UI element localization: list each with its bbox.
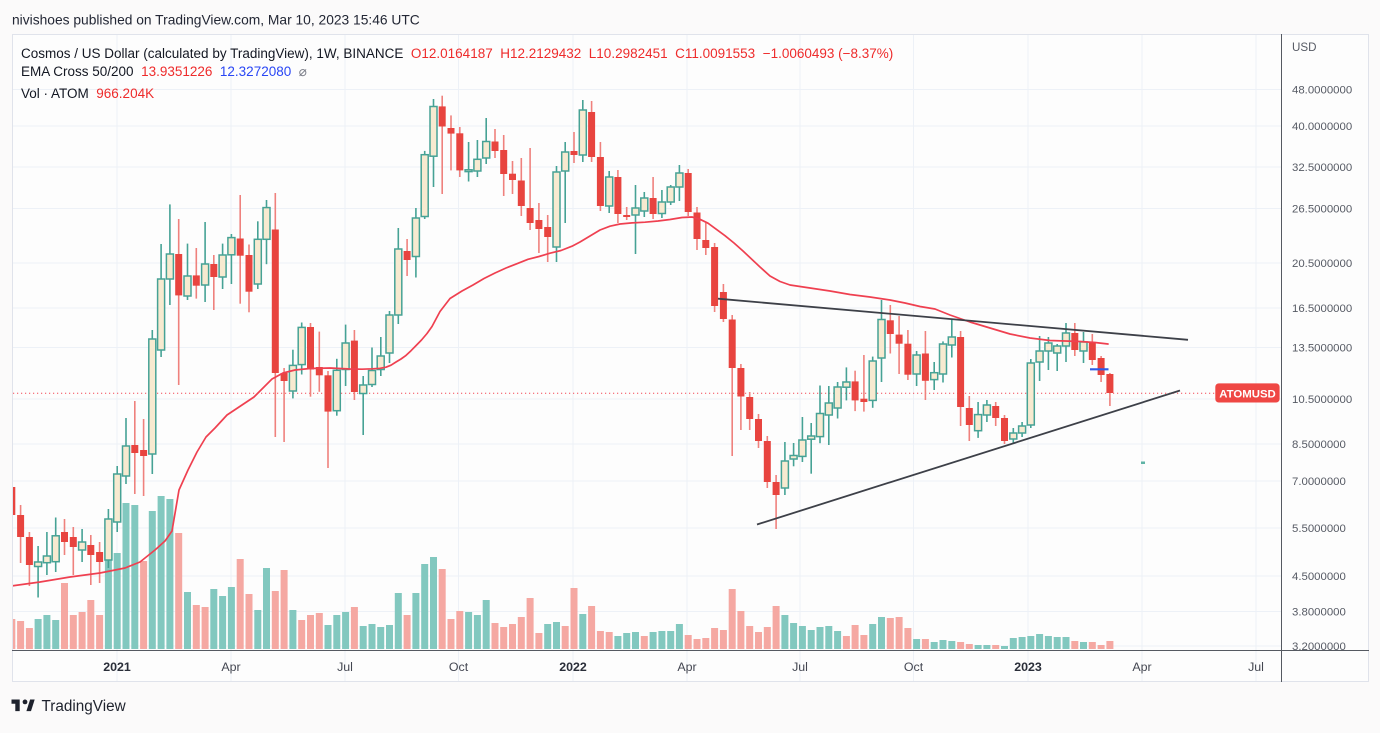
- svg-text:Jul: Jul: [337, 660, 353, 674]
- svg-text:32.5000000: 32.5000000: [1292, 162, 1352, 174]
- svg-text:7.0000000: 7.0000000: [1292, 476, 1346, 488]
- svg-text:Apr: Apr: [221, 660, 240, 674]
- svg-text:5.5000000: 5.5000000: [1292, 523, 1346, 535]
- svg-text:2022: 2022: [559, 660, 587, 674]
- svg-text:Jul: Jul: [1248, 660, 1264, 674]
- svg-text:Apr: Apr: [1132, 660, 1151, 674]
- svg-text:Oct: Oct: [904, 660, 924, 674]
- svg-text:Vol · ATOM 966.204K: Vol · ATOM 966.204K: [21, 86, 154, 101]
- svg-text:40.0000000: 40.0000000: [1292, 121, 1352, 133]
- svg-text:20.5000000: 20.5000000: [1292, 258, 1352, 270]
- svg-text:3.8000000: 3.8000000: [1292, 607, 1346, 619]
- svg-text:2021: 2021: [103, 660, 131, 674]
- svg-text:48.0000000: 48.0000000: [1292, 85, 1352, 97]
- svg-text:USD: USD: [1292, 41, 1316, 54]
- svg-text:26.5000000: 26.5000000: [1292, 204, 1352, 216]
- svg-text:8.5000000: 8.5000000: [1292, 439, 1346, 451]
- svg-text:Apr: Apr: [677, 660, 696, 674]
- svg-text:Jul: Jul: [792, 660, 808, 674]
- svg-text:TradingView: TradingView: [42, 698, 127, 715]
- svg-text:2023: 2023: [1014, 660, 1042, 674]
- svg-text:16.5000000: 16.5000000: [1292, 303, 1352, 315]
- svg-text:10.5000000: 10.5000000: [1292, 394, 1352, 406]
- svg-text:ATOMUSD: ATOMUSD: [1219, 389, 1276, 401]
- svg-text:13.5000000: 13.5000000: [1292, 343, 1352, 355]
- svg-text:Cosmos / US Dollar (calculated: Cosmos / US Dollar (calculated by Tradin…: [21, 46, 893, 61]
- svg-text:Oct: Oct: [449, 660, 469, 674]
- svg-text:3.2000000: 3.2000000: [1292, 641, 1346, 653]
- svg-text:4.5000000: 4.5000000: [1292, 571, 1346, 583]
- svg-text:nivishoes published on Trading: nivishoes published on TradingView.com, …: [12, 13, 420, 28]
- svg-text:EMA Cross 50/200 13.9351226: EMA Cross 50/200 13.9351226 12.3272080 ⌀: [21, 64, 307, 79]
